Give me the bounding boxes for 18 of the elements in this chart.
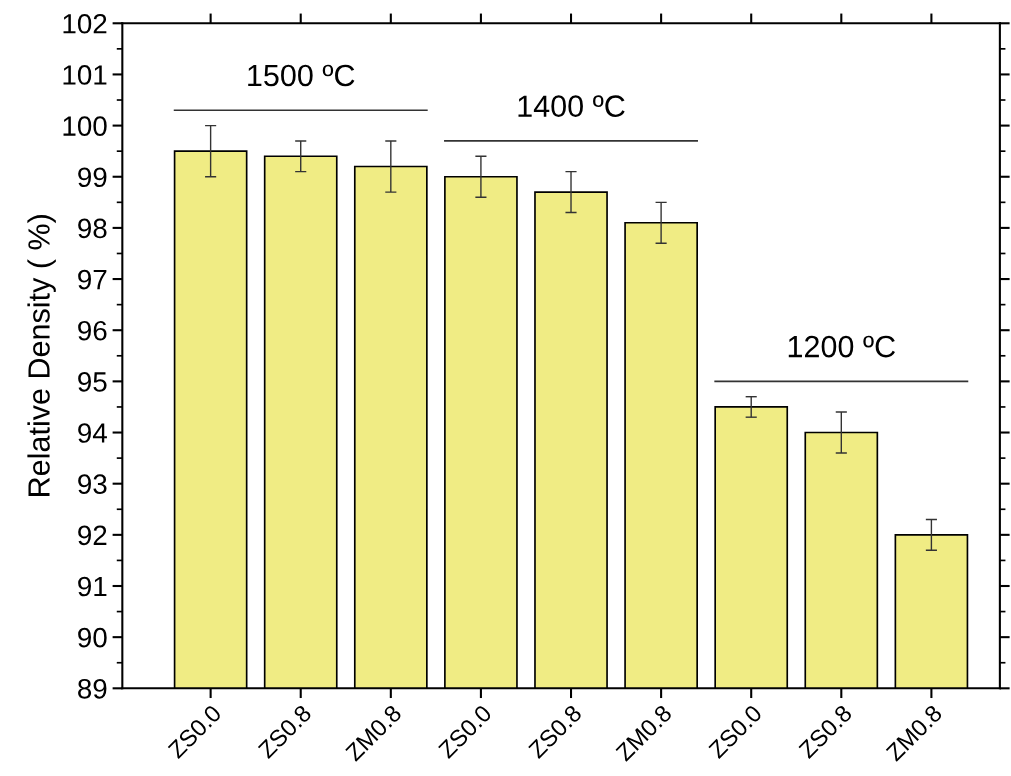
y-tick-label: 95	[78, 372, 107, 392]
y-tick-label: 91	[78, 576, 107, 597]
annotation: 1200 ºC	[788, 335, 895, 358]
y-tick-label: 94	[78, 423, 107, 443]
y-tick-label: 90	[78, 627, 107, 648]
y-tick-label: 92	[78, 525, 107, 546]
y-tick-label: 99	[78, 167, 107, 188]
y-tick-label: 89	[78, 678, 107, 699]
y-tick-label: 101	[63, 65, 107, 85]
y-tick-label: 98	[78, 218, 107, 239]
y-tick-label: 97	[78, 269, 107, 290]
y-tick-label: 96	[78, 320, 107, 341]
y-tick-label: 100	[63, 116, 107, 136]
y-axis-title: Relative Density ( %)	[27, 215, 56, 496]
annotation: 1500 ºC	[248, 64, 355, 87]
y-tick-label: 102	[63, 13, 107, 34]
y-tick-label: 93	[78, 474, 107, 495]
annotation: 1400 ºC	[518, 95, 625, 117]
